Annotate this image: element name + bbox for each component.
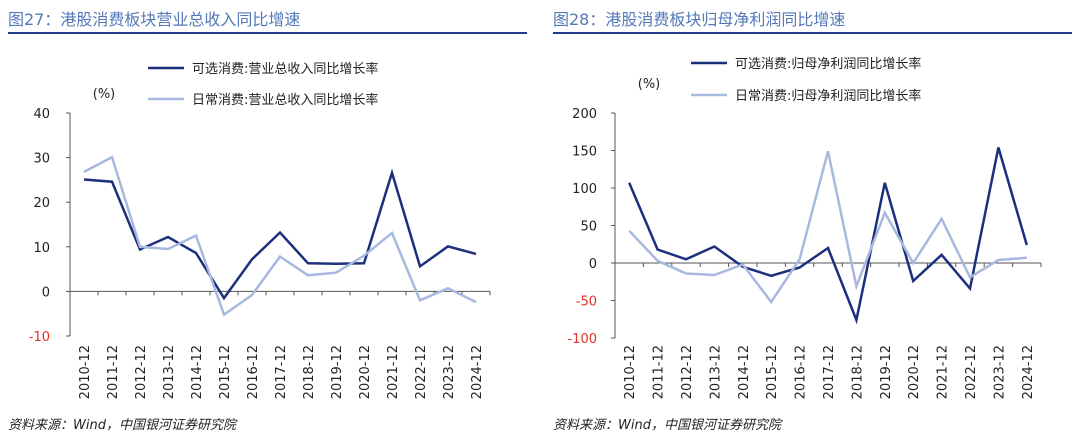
x-tick-label: 2017-12 — [822, 345, 837, 399]
y-tick-label: 10 — [33, 241, 50, 256]
x-tick-label: 2017-12 — [274, 345, 289, 399]
y-tick-label: 0 — [589, 257, 597, 272]
y-axis-unit: (%) — [93, 87, 116, 102]
source-note: 资料来源：Wind，中国银河证券研究院 — [553, 418, 781, 433]
y-tick-label: 40 — [33, 107, 50, 122]
x-tick-label: 2022-12 — [964, 345, 979, 399]
series-line-discretionary — [628, 147, 1029, 325]
x-tick-label: 2022-12 — [414, 345, 429, 399]
x-tick-label: 2016-12 — [794, 345, 809, 399]
line-chart-profit: -100 -50 0 50 100 150 200 2010-12 2011-12 2012-12… — [567, 56, 1042, 399]
x-tick-label: 2024-12 — [470, 345, 485, 399]
legend-label: 日常消费:营业总收入同比增长率 — [192, 92, 378, 108]
x-tick-label: 2015-12 — [218, 345, 233, 399]
y-tick-label: 50 — [580, 220, 597, 235]
y-axis-unit: (%) — [638, 77, 661, 92]
x-tick-label: 2016-12 — [246, 345, 261, 399]
x-tick-label: 2010-12 — [623, 345, 638, 399]
chart-panel-revenue: 图27：港股消费板块营业总收入同比增速 -10 0 10 20 30 40 2010-12 2… — [0, 0, 535, 441]
x-tick-label: 2023-12 — [442, 345, 457, 399]
x-tick-label: 2015-12 — [765, 345, 780, 399]
y-tick-label: -50 — [576, 295, 597, 310]
y-tick-label: -10 — [29, 330, 50, 345]
x-tick-label: 2011-12 — [652, 345, 667, 399]
figure-title: 图27：港股消费板块营业总收入同比增速 — [8, 10, 301, 29]
figure-title: 图28：港股消费板块归母净利润同比增速 — [553, 10, 846, 29]
x-tick-label: 2014-12 — [190, 345, 205, 399]
legend-label: 可选消费:营业总收入同比增长率 — [192, 61, 378, 77]
x-tick-label: 2018-12 — [302, 345, 317, 399]
line-chart-revenue: -10 0 10 20 30 40 2010-12 2011-12 2012-12 2013-12… — [29, 61, 491, 399]
title-rule — [8, 32, 527, 34]
y-tick-label: 30 — [33, 152, 50, 167]
chart-panel-profit: 图28：港股消费板块归母净利润同比增速 -100 -50 0 50 100 150 200 2… — [545, 0, 1080, 441]
x-tick-label: 2024-12 — [1021, 345, 1036, 399]
x-tick-label: 2013-12 — [162, 345, 177, 399]
y-tick-label: 200 — [572, 107, 597, 122]
x-tick-label: 2012-12 — [134, 345, 149, 399]
title-rule — [553, 32, 1072, 34]
x-tick-label: 2019-12 — [330, 345, 345, 399]
legend-label: 可选消费:归母净利润同比增长率 — [735, 56, 921, 72]
x-tick-label: 2011-12 — [106, 345, 121, 399]
y-tick-label: 20 — [33, 196, 50, 211]
series-line-staples — [83, 155, 477, 317]
y-tick-label: 150 — [572, 145, 597, 160]
y-tick-label: 0 — [42, 285, 50, 300]
x-tick-label: 2019-12 — [879, 345, 894, 399]
x-tick-label: 2021-12 — [936, 345, 951, 399]
x-tick-label: 2018-12 — [850, 345, 865, 399]
x-tick-label: 2012-12 — [680, 345, 695, 399]
series-line-staples — [628, 150, 1027, 305]
x-tick-label: 2014-12 — [737, 345, 752, 399]
x-tick-label: 2021-12 — [386, 345, 401, 399]
x-tick-label: 2013-12 — [708, 345, 723, 399]
x-tick-label: 2023-12 — [992, 345, 1007, 399]
source-note: 资料来源：Wind，中国银河证券研究院 — [8, 418, 236, 433]
x-tick-label: 2020-12 — [358, 345, 373, 399]
x-tick-label: 2010-12 — [78, 345, 93, 399]
series-line-discretionary — [83, 168, 477, 301]
y-tick-label: 100 — [572, 182, 597, 197]
y-tick-label: -100 — [567, 332, 597, 347]
legend-label: 日常消费:归母净利润同比增长率 — [735, 88, 921, 104]
x-tick-label: 2020-12 — [907, 345, 922, 399]
